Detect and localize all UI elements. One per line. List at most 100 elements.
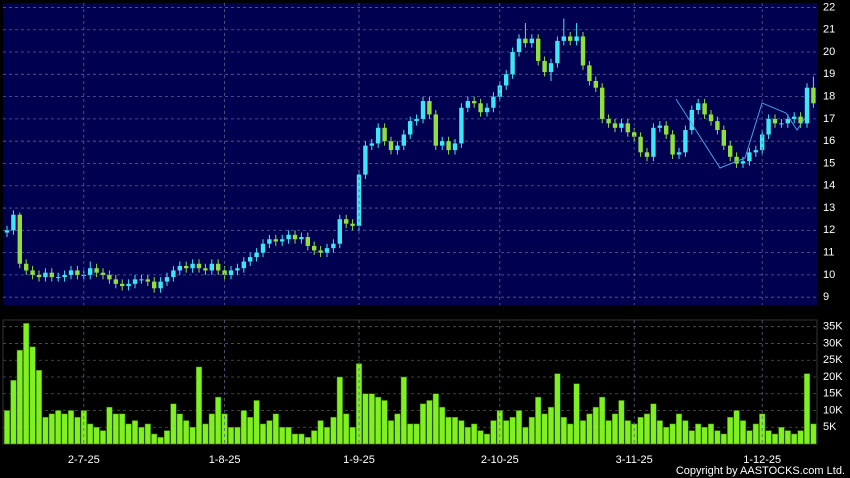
candle-body [536, 38, 541, 61]
candle-body [740, 161, 746, 164]
volume-bar [432, 393, 439, 445]
volume-bar [74, 416, 81, 445]
volume-bar [349, 426, 356, 445]
candle-body [446, 141, 451, 151]
volume-bar [157, 437, 164, 445]
volume-bar [810, 423, 817, 445]
candle-body [100, 272, 106, 275]
candle-body [619, 123, 624, 128]
volume-bar [35, 370, 43, 445]
volume-bar [176, 413, 183, 445]
volume-bar [688, 430, 695, 445]
candle-body [664, 125, 669, 135]
candle-body [721, 130, 726, 146]
volume-bar [311, 430, 318, 445]
volume-bar [112, 413, 119, 445]
candle-body [779, 123, 784, 125]
candle-body [324, 248, 330, 253]
x-tick-label: 1-9-25 [343, 454, 375, 466]
volume-bar [394, 413, 401, 445]
volume-bar [771, 433, 779, 445]
candle-body [702, 103, 707, 115]
volume-bar [317, 420, 324, 445]
volume-bar [791, 433, 798, 445]
volume-bar [483, 433, 491, 445]
volume-bar [368, 393, 375, 445]
candle-body [241, 261, 246, 269]
candle-body [177, 265, 182, 271]
candle-body [676, 152, 682, 155]
volume-bar [675, 413, 683, 445]
volume-bar [279, 426, 286, 445]
candle-body [753, 150, 758, 153]
y-tick-label: 20 [823, 46, 835, 58]
candle-body [56, 277, 61, 279]
volume-bar [547, 406, 555, 445]
candle-body [529, 38, 534, 44]
candle-body [587, 65, 592, 82]
candle-body [126, 283, 131, 287]
volume-bar [714, 430, 721, 445]
candle-body [216, 263, 221, 271]
volume-bar [778, 426, 785, 445]
volume-bar [586, 413, 593, 445]
volume-bar [803, 373, 811, 445]
volume-bar [253, 400, 260, 445]
volume-bar [535, 396, 542, 445]
volume-bar [375, 396, 382, 445]
volume-bar [765, 430, 772, 445]
candle-body [337, 219, 342, 244]
volume-bar [291, 433, 299, 445]
candle-body [689, 109, 694, 131]
candle-body [472, 101, 477, 104]
candle-body [408, 121, 413, 135]
volume-bar [400, 376, 407, 445]
candle-body [363, 145, 368, 175]
candle-body [440, 141, 445, 146]
candle-body [30, 270, 35, 275]
volume-bar [323, 426, 331, 445]
candle-body [312, 245, 317, 251]
candle-body [798, 116, 803, 124]
candle-body [17, 214, 22, 264]
volume-bar [208, 413, 215, 445]
y-tick-label: 21 [823, 24, 835, 36]
volume-bar [80, 410, 87, 445]
candle-body [235, 268, 240, 271]
y-tick-label: 20K [823, 371, 843, 383]
y-tick-label: 25K [823, 354, 843, 366]
candle-body [318, 250, 323, 253]
volume-bar [579, 420, 587, 445]
volume-bar [503, 420, 510, 445]
candle-body [465, 101, 470, 108]
candle-body [811, 87, 816, 104]
volume-bar [413, 423, 420, 445]
volume-bar [419, 403, 427, 445]
volume-bar [426, 400, 433, 445]
volume-bar [29, 346, 36, 445]
volume-bar [330, 416, 337, 445]
volume-bar [464, 426, 471, 445]
volume-bar [682, 420, 689, 445]
candle-body [497, 85, 502, 97]
candle-body [254, 252, 259, 258]
volume-bar [381, 400, 388, 445]
y-tick-label: 16 [823, 135, 835, 147]
candle-body [4, 230, 10, 233]
candle-body [414, 118, 419, 122]
volume-bar [599, 396, 606, 445]
candle-body [708, 114, 714, 122]
candle-body [523, 38, 528, 44]
candle-body [350, 223, 355, 226]
candle-body [36, 274, 42, 278]
y-tick-label: 10K [823, 404, 843, 416]
volume-bar [170, 403, 177, 445]
candle-body [561, 36, 566, 41]
candle-body [356, 174, 362, 226]
candle-body [728, 145, 733, 157]
candle-body [772, 118, 778, 124]
volume-bar [55, 410, 62, 445]
candle-body [433, 114, 438, 146]
volume-bar [285, 426, 292, 445]
